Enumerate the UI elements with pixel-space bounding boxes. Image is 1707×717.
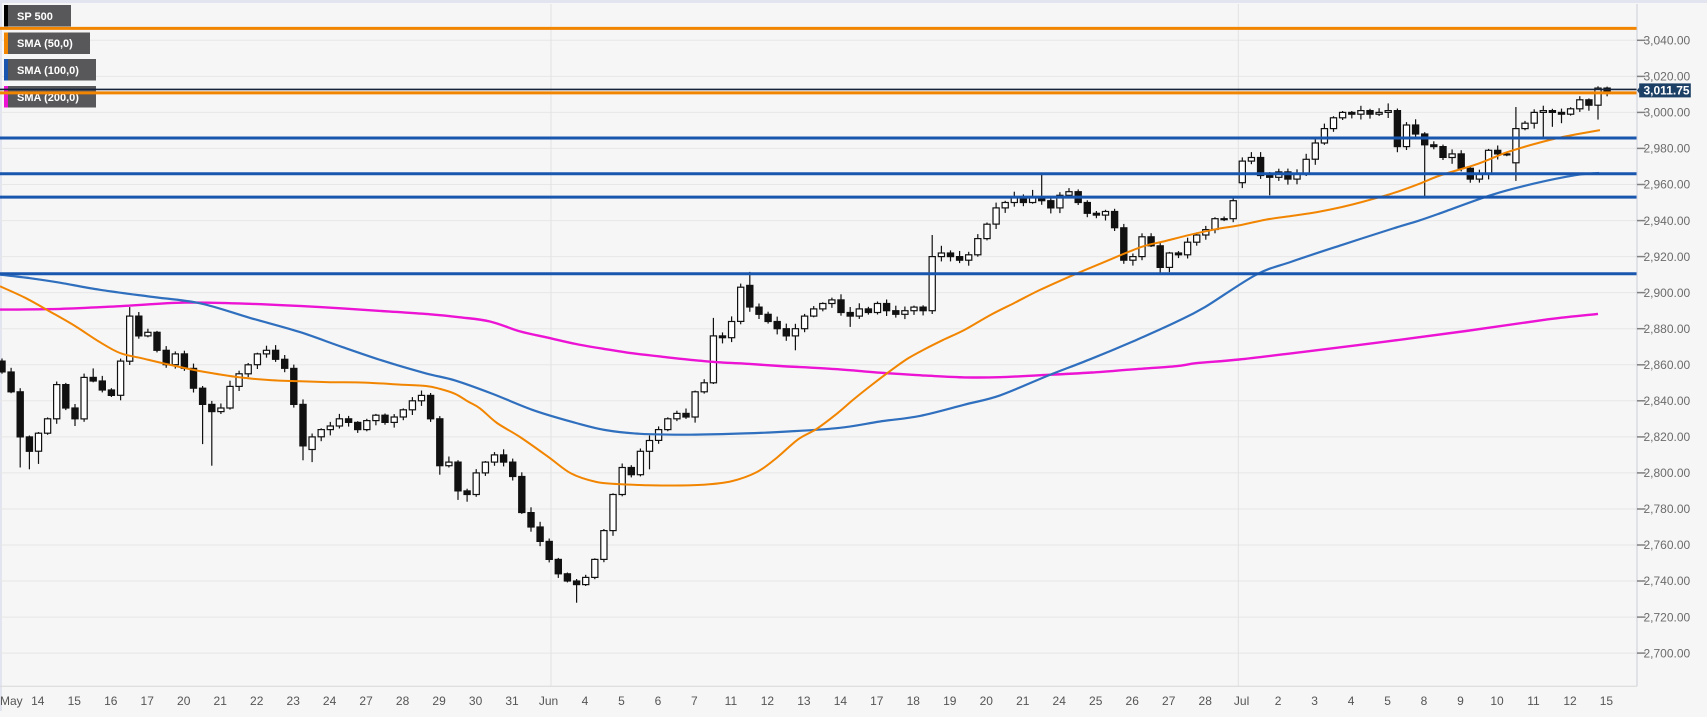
svg-text:SMA (50,0): SMA (50,0) <box>17 38 73 50</box>
svg-text:2,960.00: 2,960.00 <box>1644 178 1691 192</box>
svg-text:26: 26 <box>1126 694 1140 708</box>
svg-text:28: 28 <box>1199 694 1213 708</box>
svg-text:10: 10 <box>1490 694 1504 708</box>
svg-text:2,920.00: 2,920.00 <box>1644 250 1691 264</box>
svg-text:15: 15 <box>68 694 82 708</box>
svg-text:15: 15 <box>1600 694 1614 708</box>
svg-text:2,860.00: 2,860.00 <box>1644 358 1691 372</box>
svg-text:13: 13 <box>797 694 811 708</box>
svg-text:3,020.00: 3,020.00 <box>1644 70 1691 84</box>
svg-text:2,720.00: 2,720.00 <box>1644 610 1691 624</box>
svg-text:May: May <box>0 694 23 708</box>
svg-text:14: 14 <box>31 694 45 708</box>
svg-text:30: 30 <box>469 694 483 708</box>
svg-text:12: 12 <box>761 694 775 708</box>
svg-text:25: 25 <box>1089 694 1103 708</box>
svg-text:29: 29 <box>432 694 446 708</box>
svg-text:2,800.00: 2,800.00 <box>1644 466 1691 480</box>
svg-text:4: 4 <box>582 694 589 708</box>
svg-text:SP 500: SP 500 <box>17 11 53 23</box>
svg-text:2,820.00: 2,820.00 <box>1644 430 1691 444</box>
svg-text:5: 5 <box>618 694 625 708</box>
svg-text:Jun: Jun <box>539 694 558 708</box>
svg-text:17: 17 <box>870 694 884 708</box>
svg-text:2,900.00: 2,900.00 <box>1644 286 1691 300</box>
svg-text:3,011.75: 3,011.75 <box>1644 84 1690 98</box>
svg-text:18: 18 <box>907 694 921 708</box>
svg-text:17: 17 <box>141 694 155 708</box>
svg-text:5: 5 <box>1384 694 1391 708</box>
svg-text:9: 9 <box>1457 694 1464 708</box>
svg-text:27: 27 <box>359 694 373 708</box>
svg-text:2,940.00: 2,940.00 <box>1644 214 1691 228</box>
svg-text:2,780.00: 2,780.00 <box>1644 502 1691 516</box>
svg-text:14: 14 <box>834 694 848 708</box>
svg-text:12: 12 <box>1563 694 1577 708</box>
svg-text:24: 24 <box>323 694 337 708</box>
svg-text:8: 8 <box>1421 694 1428 708</box>
svg-text:3,040.00: 3,040.00 <box>1644 34 1691 48</box>
svg-text:2,840.00: 2,840.00 <box>1644 394 1691 408</box>
svg-text:27: 27 <box>1162 694 1176 708</box>
svg-text:16: 16 <box>104 694 118 708</box>
svg-text:6: 6 <box>655 694 662 708</box>
svg-text:31: 31 <box>505 694 519 708</box>
svg-text:2,880.00: 2,880.00 <box>1644 322 1691 336</box>
svg-text:2: 2 <box>1275 694 1282 708</box>
svg-text:24: 24 <box>1053 694 1067 708</box>
svg-text:7: 7 <box>691 694 698 708</box>
svg-text:20: 20 <box>980 694 994 708</box>
svg-text:11: 11 <box>725 694 738 708</box>
svg-text:2,740.00: 2,740.00 <box>1644 574 1691 588</box>
svg-text:11: 11 <box>1527 694 1540 708</box>
svg-text:SMA (100,0): SMA (100,0) <box>17 65 79 77</box>
svg-text:3: 3 <box>1311 694 1318 708</box>
svg-text:21: 21 <box>1016 694 1030 708</box>
svg-text:SMA (200,0): SMA (200,0) <box>17 92 79 104</box>
svg-text:2,760.00: 2,760.00 <box>1644 538 1691 552</box>
svg-text:2,980.00: 2,980.00 <box>1644 142 1691 156</box>
svg-text:19: 19 <box>943 694 957 708</box>
svg-text:3,000.00: 3,000.00 <box>1644 106 1691 120</box>
svg-text:23: 23 <box>287 694 301 708</box>
svg-text:20: 20 <box>177 694 191 708</box>
svg-text:4: 4 <box>1348 694 1355 708</box>
svg-text:22: 22 <box>250 694 264 708</box>
svg-text:Jul: Jul <box>1234 694 1249 708</box>
svg-text:2,700.00: 2,700.00 <box>1644 646 1691 660</box>
svg-text:28: 28 <box>396 694 410 708</box>
svg-text:21: 21 <box>214 694 228 708</box>
